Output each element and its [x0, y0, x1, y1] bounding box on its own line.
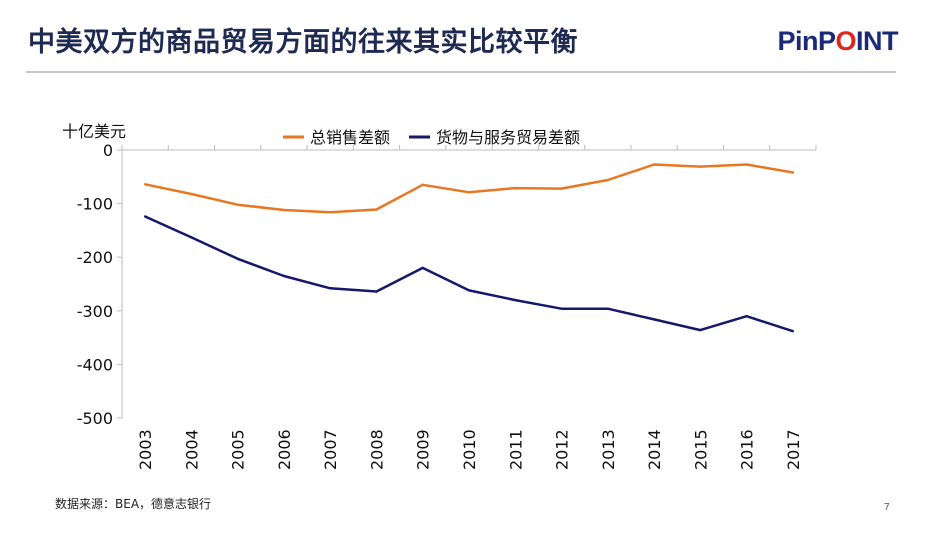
slide-title: 中美双方的商品贸易方面的往来其实比较平衡	[28, 27, 578, 58]
y-tick-label: -400	[77, 355, 113, 374]
x-tick-label: 2004	[182, 429, 201, 470]
x-tick-label: 2005	[229, 429, 248, 470]
series-2-point	[190, 236, 193, 239]
x-tick-label: 2003	[136, 429, 155, 470]
x-tick-label: 2017	[784, 429, 803, 470]
x-tick-label: 2007	[321, 429, 340, 470]
pinpoint-logo: PinPOINT	[777, 26, 898, 57]
logo-o: O	[835, 26, 856, 56]
logo-text-post: INT	[856, 26, 899, 56]
series-1-point	[190, 192, 193, 196]
logo-text-pre: PinP	[777, 26, 836, 56]
x-tick-label: 2006	[275, 429, 294, 470]
x-tick-label: 2008	[367, 429, 386, 470]
series-2-point	[791, 329, 795, 333]
series-2-point	[606, 307, 609, 310]
x-tick-label: 2014	[645, 429, 664, 470]
series-2-point	[699, 328, 702, 332]
series-line-1	[144, 163, 794, 214]
series-2-point	[514, 298, 517, 302]
series-2-point	[375, 290, 378, 293]
y-tick-label: -500	[77, 409, 113, 428]
series-1-point	[421, 183, 424, 187]
series-2-point	[421, 266, 424, 270]
series-2-point	[745, 314, 748, 318]
x-tick-label: 2012	[553, 429, 572, 470]
y-axis-label: 十亿美元	[62, 122, 126, 141]
series-2-point	[560, 307, 563, 310]
x-tick-label: 2015	[691, 429, 710, 470]
x-tick-label: 2009	[414, 429, 433, 470]
series-1-point	[143, 183, 147, 186]
x-tick-label: 2011	[506, 429, 525, 470]
series-1-point	[236, 203, 239, 206]
series-1-point	[791, 171, 795, 174]
series-1-point	[606, 178, 609, 182]
series-1-point	[745, 163, 748, 166]
legend-label-1: 总销售差额	[310, 128, 390, 147]
y-tick-label: -300	[77, 302, 113, 321]
page-number: 7	[883, 502, 890, 513]
x-tick-label: 2010	[460, 429, 479, 470]
series-2-point	[143, 215, 147, 218]
series-2-point	[282, 274, 286, 278]
series-1-point	[282, 208, 286, 212]
legend-label-2: 货物与服务贸易差额	[436, 128, 580, 147]
series-2-point	[329, 287, 332, 290]
series-2-point	[467, 289, 471, 292]
series-2-point	[236, 257, 239, 261]
y-tick-label: -200	[77, 248, 113, 267]
series-2-point	[652, 318, 656, 321]
y-tick-label: -100	[77, 195, 113, 214]
series-1-point	[375, 208, 378, 211]
x-tick-label: 2013	[599, 429, 618, 470]
source-note: 数据来源：BEA，德意志银行	[55, 497, 212, 511]
series-1-point	[652, 163, 656, 166]
series-1-point	[329, 210, 332, 214]
y-tick-label: 0	[103, 141, 113, 160]
series-line-2	[144, 215, 794, 333]
title-divider	[26, 71, 896, 73]
series-1-point	[560, 187, 563, 190]
x-tick-label: 2016	[738, 429, 757, 470]
series-1-point	[699, 165, 702, 168]
series-1-point	[467, 191, 471, 194]
series-1-point	[514, 186, 517, 190]
